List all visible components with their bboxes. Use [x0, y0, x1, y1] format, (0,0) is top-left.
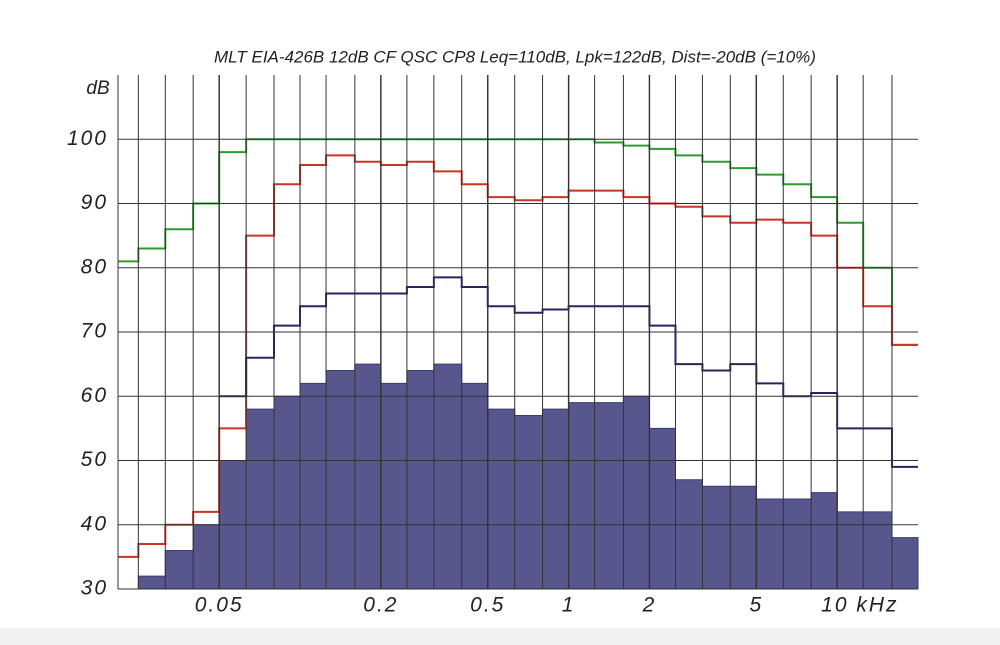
x-tick-label: 5: [749, 594, 763, 617]
chart-title: MLT EIA-426B 12dB CF QSC CP8 Leq=110dB, …: [214, 47, 816, 66]
spectrum-area: [118, 363, 919, 590]
y-tick-label: 80: [81, 255, 108, 278]
x-tick-label: 1: [562, 594, 576, 617]
y-tick-label: 50: [81, 448, 108, 471]
series-line: [118, 138, 918, 346]
y-tick-label: 70: [81, 320, 108, 343]
y-tick-label: 40: [81, 512, 108, 535]
chart: MLT EIA-426B 12dB CF QSC CP8 Leq=110dB, …: [67, 47, 919, 617]
x-tick-label: 10 kHz: [821, 594, 898, 617]
footer-band: [0, 628, 1000, 645]
x-tick-label: 0.05: [195, 594, 244, 617]
x-tick-label: 2: [642, 594, 657, 617]
y-tick-label: 100: [67, 127, 108, 150]
y-tick-label: 60: [81, 384, 108, 407]
x-tick-label: 0.5: [470, 594, 505, 617]
y-tick-label: 90: [81, 191, 108, 214]
y-tick-label: 30: [81, 577, 108, 600]
y-axis-label: dB: [86, 78, 110, 99]
x-tick-label: 0.2: [363, 594, 398, 617]
